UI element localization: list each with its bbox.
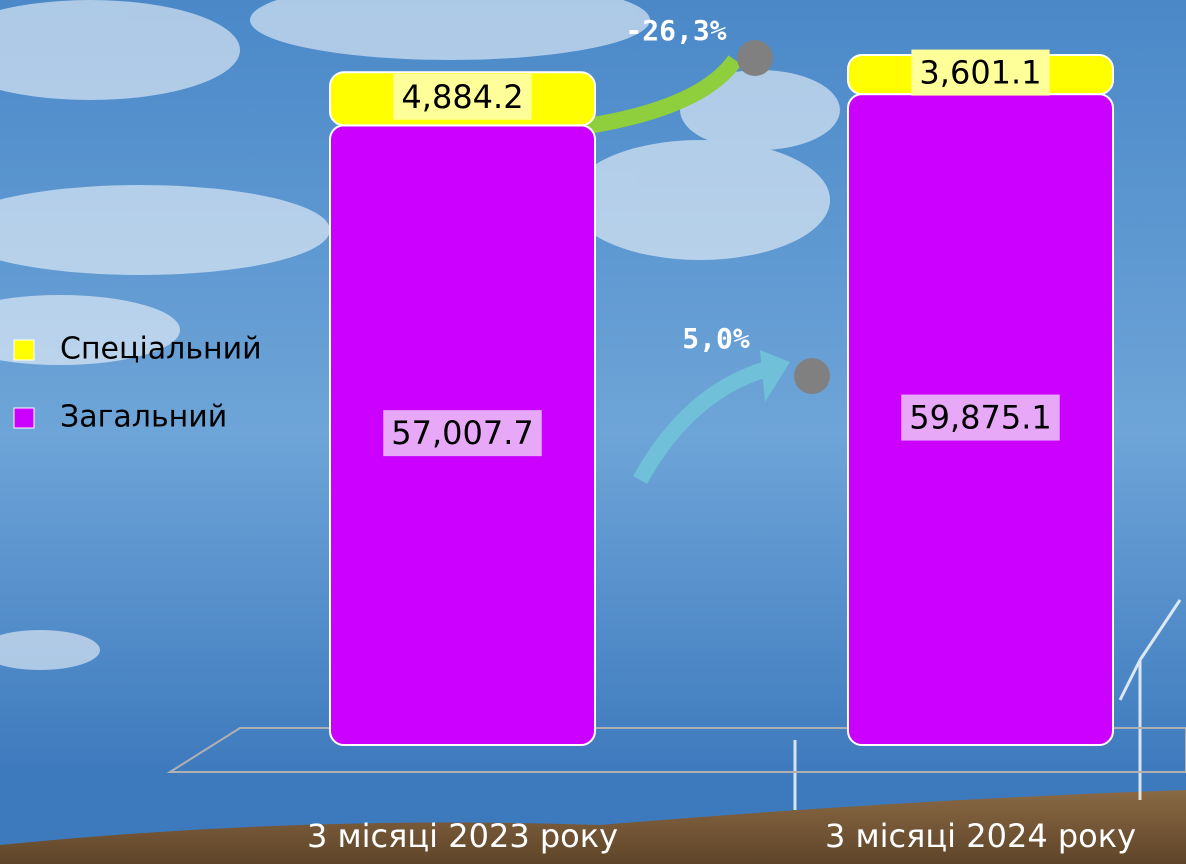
x-tick-label: 3 місяці 2023 року [307,817,618,855]
x-tick-label: 3 місяці 2024 року [825,817,1136,855]
arrow-dot [794,358,830,394]
annotation: 5,0% [682,322,750,355]
value-label: 57,007.7 [391,414,534,452]
annotation: -26,3% [625,14,726,47]
legend-label: Спеціальний [60,332,262,367]
arrow-dot [737,40,773,76]
chart: -26,3% 5,0% 57,007.7 4,884.2 3 місяці 2023… [0,0,1186,864]
legend-swatch [14,340,34,360]
legend-swatch [14,408,34,428]
value-label: 3,601.1 [919,54,1041,92]
legend-label: Загальний [60,400,227,435]
value-label: 59,875.1 [909,399,1052,437]
value-label: 4,884.2 [401,78,523,116]
page: -26,3% 5,0% 57,007.7 4,884.2 3 місяці 2023… [0,0,1186,864]
